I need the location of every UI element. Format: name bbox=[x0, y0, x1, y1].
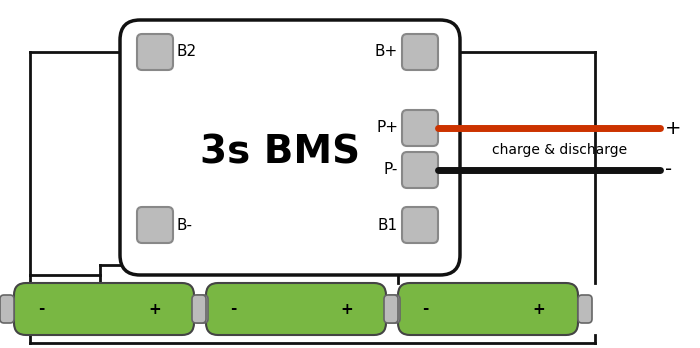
FancyBboxPatch shape bbox=[192, 295, 206, 323]
Text: P-: P- bbox=[384, 163, 398, 177]
Text: B-: B- bbox=[177, 218, 193, 232]
FancyBboxPatch shape bbox=[0, 295, 14, 323]
Text: charge & discharge: charge & discharge bbox=[492, 143, 628, 157]
FancyBboxPatch shape bbox=[120, 20, 460, 275]
Text: -: - bbox=[230, 301, 236, 316]
Text: -: - bbox=[665, 160, 672, 180]
Text: -: - bbox=[38, 301, 44, 316]
FancyBboxPatch shape bbox=[14, 283, 194, 335]
FancyBboxPatch shape bbox=[402, 152, 438, 188]
Text: +: + bbox=[665, 119, 682, 137]
FancyBboxPatch shape bbox=[402, 34, 438, 70]
Text: P+: P+ bbox=[376, 120, 398, 135]
Text: B1: B1 bbox=[378, 218, 398, 232]
FancyBboxPatch shape bbox=[194, 295, 208, 323]
Text: -: - bbox=[422, 301, 428, 316]
FancyBboxPatch shape bbox=[206, 283, 386, 335]
FancyBboxPatch shape bbox=[402, 110, 438, 146]
FancyBboxPatch shape bbox=[137, 34, 173, 70]
FancyBboxPatch shape bbox=[386, 295, 400, 323]
Text: +: + bbox=[340, 301, 353, 316]
Text: 3s BMS: 3s BMS bbox=[199, 134, 360, 172]
Text: +: + bbox=[148, 301, 161, 316]
Text: B2: B2 bbox=[177, 45, 197, 60]
FancyBboxPatch shape bbox=[398, 283, 578, 335]
Text: +: + bbox=[532, 301, 545, 316]
FancyBboxPatch shape bbox=[384, 295, 398, 323]
Text: B+: B+ bbox=[374, 45, 398, 60]
FancyBboxPatch shape bbox=[402, 207, 438, 243]
FancyBboxPatch shape bbox=[578, 295, 592, 323]
FancyBboxPatch shape bbox=[137, 207, 173, 243]
